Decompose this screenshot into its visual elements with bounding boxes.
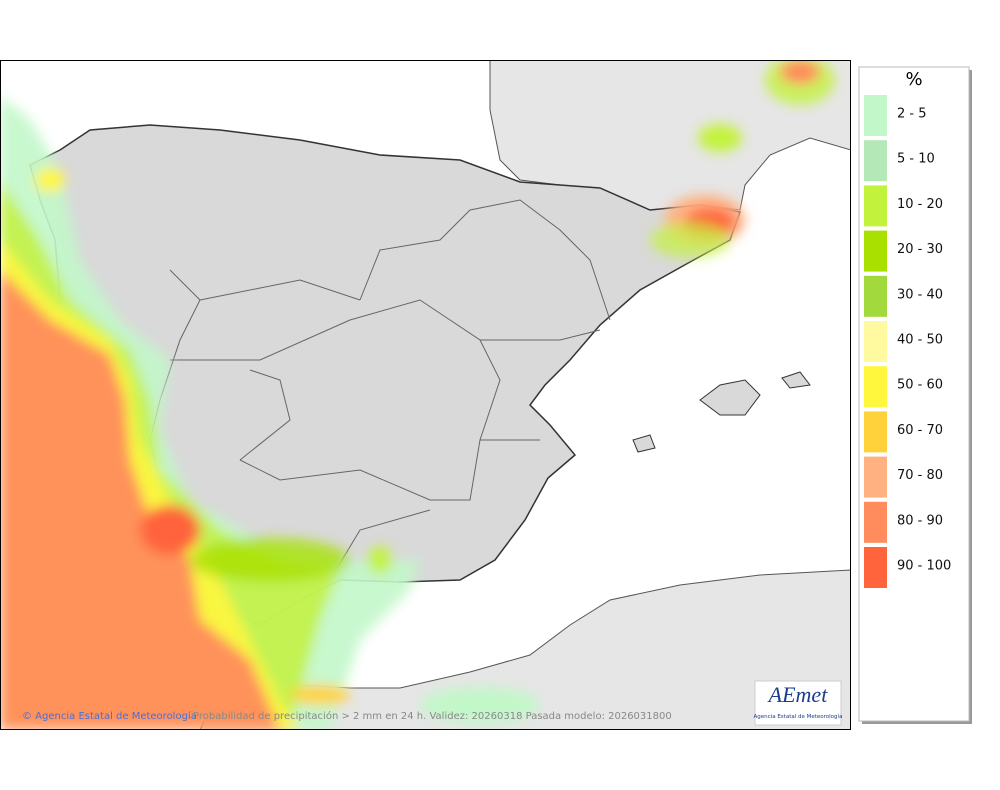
legend-label: 10 - 20 bbox=[897, 197, 943, 212]
map bbox=[0, 60, 851, 730]
legend-swatch bbox=[864, 366, 887, 408]
legend-swatch bbox=[864, 275, 887, 317]
legend-swatch bbox=[864, 230, 887, 272]
legend-label: 80 - 90 bbox=[897, 513, 943, 528]
legend-label: 20 - 30 bbox=[897, 242, 943, 257]
logo-box bbox=[754, 680, 842, 726]
legend-label: 2 - 5 bbox=[897, 107, 927, 122]
legend-label: 30 - 40 bbox=[897, 287, 943, 302]
logo-name: AEmet bbox=[767, 682, 829, 707]
legend-swatch bbox=[864, 411, 887, 453]
legend-items: 2 - 5 5 - 10 10 - 20 20 - 30 30 - 40 40 - 50 5… bbox=[864, 95, 951, 588]
menorca bbox=[781, 371, 811, 389]
legend-swatch bbox=[864, 185, 887, 227]
legend-swatch bbox=[864, 547, 887, 588]
legend-swatch bbox=[864, 321, 887, 362]
precipitation bbox=[0, 60, 835, 730]
logo-subtitle: Agencia Estatal de Meteorología bbox=[754, 713, 843, 720]
legend-label: 50 - 60 bbox=[897, 378, 943, 393]
credit: © Agencia Estatal de Meteorología bbox=[22, 710, 197, 722]
legend-swatch bbox=[864, 501, 887, 543]
ibiza bbox=[632, 434, 656, 453]
caption: Probabilidad de precipitación > 2 mm en … bbox=[193, 710, 672, 722]
legend-label: 90 - 100 bbox=[897, 559, 951, 574]
mallorca bbox=[699, 379, 761, 416]
legend-label: 40 - 50 bbox=[897, 333, 943, 348]
legend-swatch bbox=[864, 456, 887, 498]
legend-label: 5 - 10 bbox=[897, 152, 935, 167]
legend-title: % bbox=[905, 69, 922, 90]
legend-label: 60 - 70 bbox=[897, 423, 943, 438]
legend-swatch bbox=[864, 95, 887, 136]
legend-label: 70 - 80 bbox=[897, 468, 943, 483]
map-frame bbox=[0, 60, 851, 730]
legend-swatch bbox=[864, 140, 887, 182]
